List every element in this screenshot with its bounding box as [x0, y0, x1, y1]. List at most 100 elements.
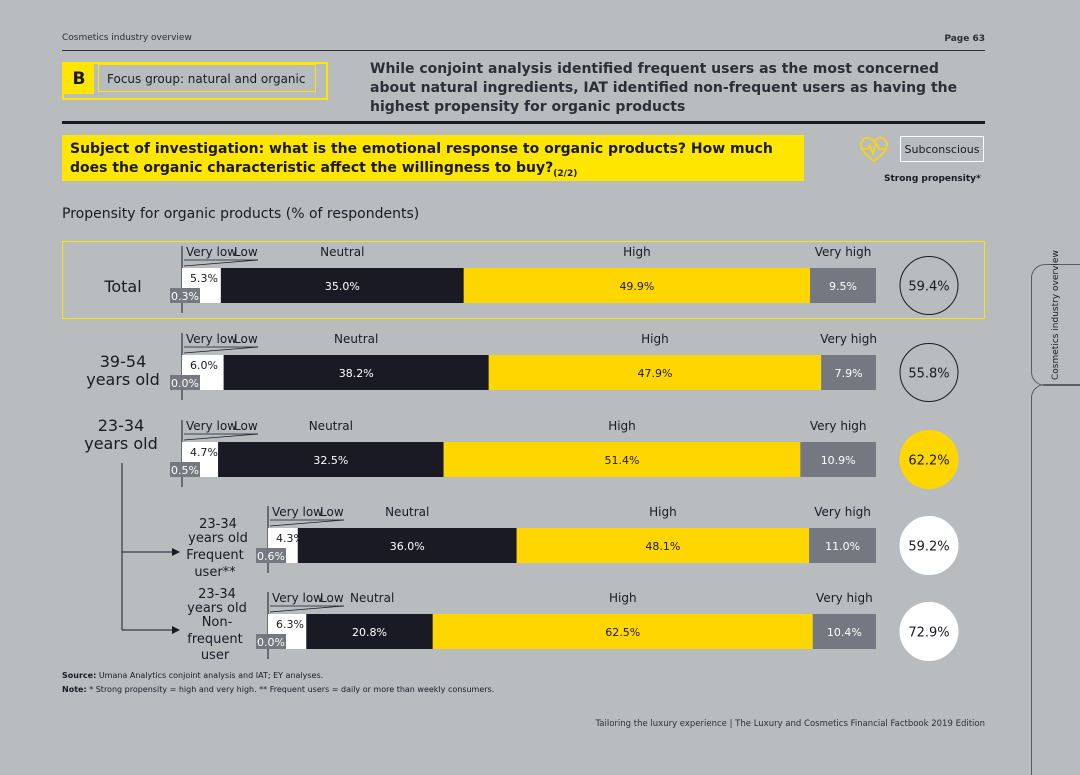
low-header-slash — [269, 519, 345, 527]
bar-very-high — [812, 614, 876, 649]
low-header-slash — [183, 346, 259, 354]
note-line: Note: * Strong propensity = high and ver… — [62, 685, 494, 694]
cat-label-high: High — [623, 245, 651, 259]
heart-pulse-icon — [860, 137, 888, 162]
subject-text: Subject of investigation: what is the em… — [70, 141, 773, 176]
data-label-neutral: 38.2% — [339, 367, 374, 380]
low-header-slash — [269, 605, 345, 613]
propensity-value: 55.8% — [908, 367, 949, 382]
propensity-circle — [899, 516, 959, 575]
chart-title-suffix: (% of respondents) — [285, 206, 420, 222]
cat-label-very-high: Very high — [815, 245, 872, 259]
propensity-circle — [899, 602, 959, 661]
data-label-neutral: 32.5% — [313, 454, 348, 467]
note-label: Note: — [62, 685, 87, 694]
data-label-high: 51.4% — [605, 454, 640, 467]
row-label: years old — [187, 601, 247, 616]
row-label: years old — [84, 434, 158, 453]
data-label-very-high: 7.9% — [835, 367, 863, 380]
subject-suffix: (2/2) — [553, 168, 578, 179]
cat-label-low: Low — [234, 419, 258, 433]
bar-very-low — [182, 442, 186, 477]
section-title: Focus group: natural and organic — [98, 64, 316, 92]
row-label: 39-54 — [100, 352, 147, 371]
cat-label-neutral: Neutral — [385, 505, 429, 519]
row-label: 23-34 — [199, 517, 237, 532]
bar-high — [432, 614, 813, 649]
row-label: 23-34 — [198, 587, 236, 602]
row-label: Total — [103, 277, 141, 296]
data-label-low: 4.7% — [190, 446, 218, 459]
bar-neutral — [297, 528, 517, 563]
chip-very-low — [170, 288, 200, 303]
data-label-low: 6.0% — [190, 359, 218, 372]
data-label-neutral: 36.0% — [390, 540, 425, 553]
cat-label-neutral: Neutral — [309, 419, 353, 433]
row-label: frequent — [187, 632, 242, 647]
data-label-neutral: 35.0% — [325, 280, 360, 293]
chip-very-low — [170, 375, 200, 390]
source-label: Source: — [62, 671, 97, 680]
cat-label-very-low: Very low — [272, 505, 323, 519]
data-label-high: 49.9% — [619, 280, 654, 293]
data-label-very-low: 0.5% — [171, 464, 199, 477]
propensity-value: 59.2% — [908, 540, 949, 555]
section-letter: B — [64, 64, 94, 94]
side-tab-active[interactable] — [1031, 264, 1080, 386]
row-label: Non- — [202, 615, 233, 630]
bar-neutral — [218, 442, 444, 477]
bar-neutral — [306, 614, 433, 649]
arrow-nonfrequent — [172, 626, 180, 634]
bar-very-high — [809, 528, 876, 563]
header-divider — [62, 50, 985, 51]
cat-label-high: High — [641, 332, 669, 346]
cat-label-very-high: Very high — [814, 505, 871, 519]
propensity-circle — [899, 430, 959, 489]
data-label-low: 5.3% — [190, 272, 218, 285]
cat-label-very-high: Very high — [810, 419, 867, 433]
bar-neutral — [223, 355, 489, 390]
cat-label-high: High — [608, 419, 636, 433]
bar-very-high — [821, 355, 876, 390]
row-label: user — [201, 648, 230, 663]
data-label-neutral: 20.8% — [352, 626, 387, 639]
cat-label-low: Low — [234, 332, 258, 346]
data-label-very-low: 0.0% — [257, 636, 285, 649]
cat-label-very-high: Very high — [816, 591, 873, 605]
total-highlight-frame — [62, 241, 985, 319]
subject-box: Subject of investigation: what is the em… — [62, 135, 804, 181]
data-label-very-low: 0.0% — [171, 377, 199, 390]
bar-high — [443, 442, 801, 477]
cat-label-very-low: Very low — [186, 245, 237, 259]
cat-label-high: High — [649, 505, 677, 519]
data-label-low: 6.3% — [276, 618, 304, 631]
source-text: Umana Analytics conjoint analysis and IA… — [98, 671, 324, 680]
bar-high — [488, 355, 822, 390]
data-label-very-high: 9.5% — [829, 280, 857, 293]
bar-neutral — [220, 268, 464, 303]
chart-title-main: Propensity for organic products — [62, 206, 282, 222]
cat-label-very-low: Very low — [272, 591, 323, 605]
data-label-high: 62.5% — [605, 626, 640, 639]
data-label-very-high: 10.9% — [821, 454, 856, 467]
source-line: Source: Umana Analytics conjoint analysi… — [62, 671, 323, 680]
row-label: Frequent — [186, 548, 243, 563]
cat-label-low: Low — [320, 591, 344, 605]
cat-label-low: Low — [234, 245, 258, 259]
chip-very-low — [256, 634, 286, 649]
low-header-slash — [183, 433, 259, 441]
row-label: 23-34 — [98, 416, 145, 435]
arrow-frequent — [172, 548, 180, 556]
bar-very-high — [800, 442, 876, 477]
cat-label-very-high: Very high — [820, 332, 877, 346]
note-text: * Strong propensity = high and very high… — [89, 685, 495, 694]
row-label: years old — [86, 370, 160, 389]
propensity-circle — [899, 256, 959, 315]
chip-very-low — [256, 548, 286, 563]
chart-title: Propensity for organic products (% of re… — [62, 206, 419, 222]
cat-label-neutral: Neutral — [320, 245, 364, 259]
propensity-value: 62.2% — [908, 454, 949, 469]
footer-text: Tailoring the luxury experience | The Lu… — [595, 719, 986, 729]
side-tab-label: Cosmetics industry overview — [1051, 250, 1061, 380]
